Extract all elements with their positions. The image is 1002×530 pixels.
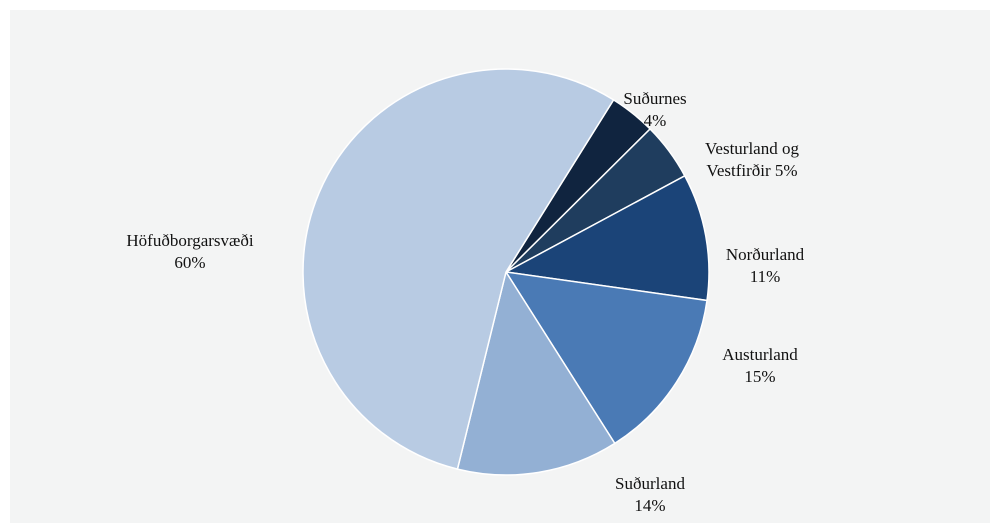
slice-label: Vesturland og Vestfirðir 5% xyxy=(682,138,822,182)
slice-label: Suðurland 14% xyxy=(615,473,685,517)
pie-slice xyxy=(503,174,710,302)
value-label: 15% xyxy=(744,367,776,386)
category-label: Austurland xyxy=(722,345,798,364)
pie-slice xyxy=(302,68,615,471)
category-label: Vesturland og Vestfirðir xyxy=(705,139,799,180)
pie-slice xyxy=(504,271,708,445)
pie-slice xyxy=(456,270,616,476)
value-label: 11% xyxy=(749,267,781,286)
chart-panel: Suðurnes 4% Vesturland og Vestfirðir 5% Nor… xyxy=(10,10,990,523)
value-label: 60% xyxy=(174,253,206,272)
value-label: 5% xyxy=(774,161,798,180)
slice-label: Suðurnes 4% xyxy=(623,88,686,132)
value-label: 14% xyxy=(634,496,666,515)
category-label: Höfuðborgarsvæði xyxy=(126,231,254,250)
slice-label: Höfuðborgarsvæði 60% xyxy=(126,230,253,274)
pie-chart xyxy=(302,68,710,476)
value-label: 4% xyxy=(643,111,667,130)
slice-label: Norðurland 11% xyxy=(726,244,804,288)
category-label: Suðurland xyxy=(615,474,685,493)
category-label: Suðurnes xyxy=(623,89,687,108)
category-label: Norðurland xyxy=(725,245,805,264)
slice-label: Austurland 15% xyxy=(722,344,798,388)
